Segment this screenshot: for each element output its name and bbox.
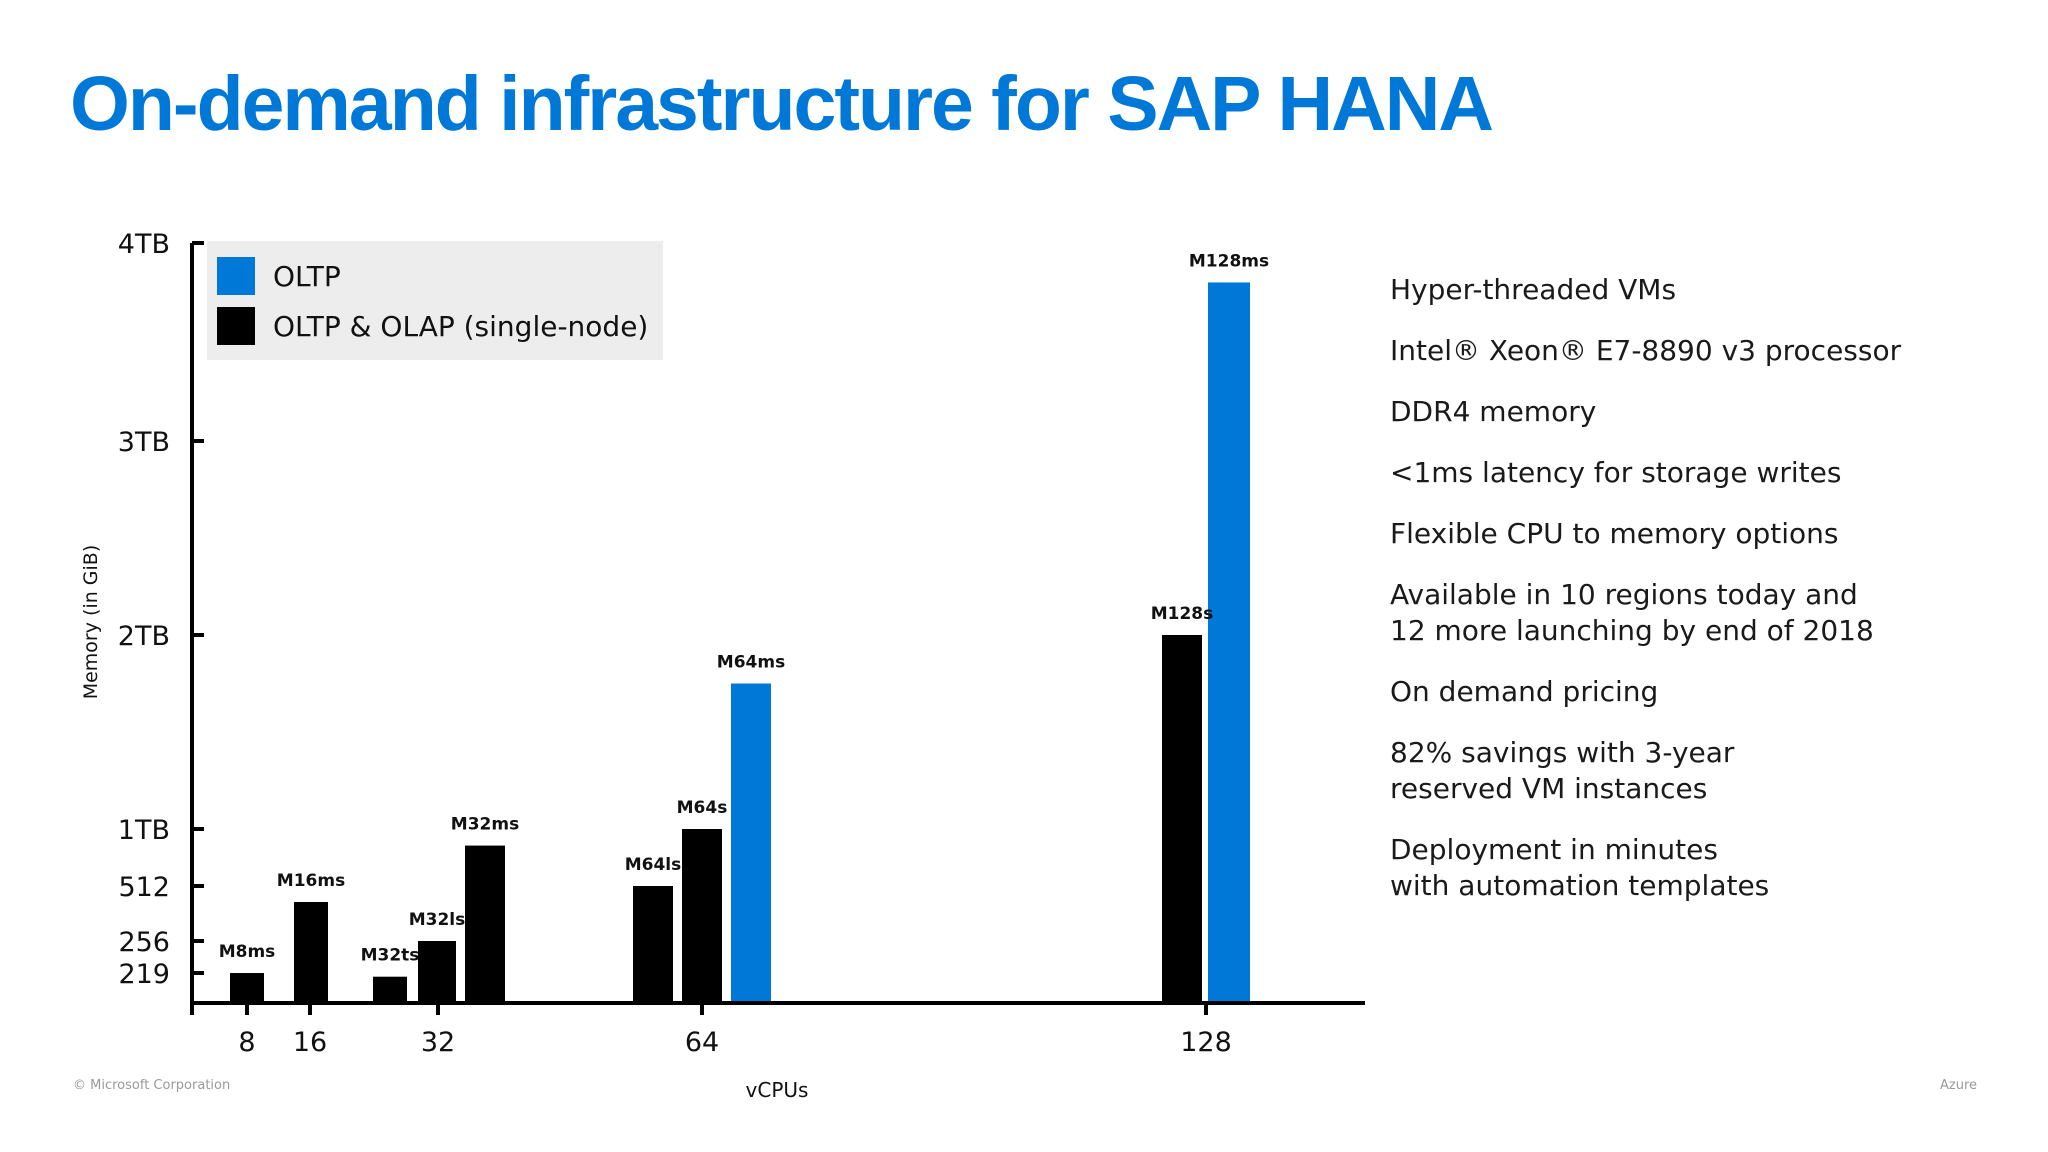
- feature-item: Hyper-threaded VMs: [1390, 273, 1677, 306]
- legend-swatch-oltp-olap: [217, 307, 255, 345]
- feature-list: Hyper-threaded VMs Intel® Xeon® E7-8890 …: [1390, 272, 1990, 929]
- x-axis-label: vCPUs: [745, 1078, 809, 1102]
- bar-m64ls: [633, 886, 673, 1003]
- legend-label-oltp-olap: OLTP & OLAP (single-node): [273, 309, 649, 343]
- x-tick-label-128: 128: [1180, 1027, 1232, 1058]
- feature-item: DDR4 memory: [1390, 395, 1597, 428]
- feature-item: Intel® Xeon® E7-8890 v3 processor: [1390, 334, 1902, 367]
- bar-m128ms: [1208, 282, 1250, 1003]
- bar-m64ms: [731, 683, 771, 1003]
- y-tick-label-4tb: 4TB: [118, 229, 170, 260]
- feature-item: 82% savings with 3-year reserved VM inst…: [1390, 736, 1735, 805]
- chart-legend: OLTP OLTP & OLAP (single-node): [207, 241, 663, 360]
- bar-label-m128ms: M128ms: [1189, 251, 1269, 271]
- bar-label-m8ms: M8ms: [219, 942, 276, 962]
- y-tick-label-3tb: 3TB: [118, 427, 170, 458]
- x-tick-label-32: 32: [421, 1027, 455, 1058]
- bar-m8ms: [230, 973, 264, 1003]
- bar-label-m16ms: M16ms: [277, 871, 345, 891]
- x-tick-label-8: 8: [238, 1027, 255, 1058]
- legend-label-oltp: OLTP: [273, 259, 341, 293]
- brand-text: Azure: [1940, 1078, 1978, 1093]
- bar-m32ts: [373, 976, 407, 1003]
- feature-item: Flexible CPU to memory options: [1390, 517, 1839, 550]
- legend-swatch-oltp: [217, 257, 255, 295]
- bar-label-m64s: M64s: [677, 798, 728, 818]
- slide-title: On-demand infrastructure for SAP HANA: [70, 61, 1494, 147]
- feature-item: <1ms latency for storage writes: [1390, 456, 1842, 489]
- y-axis-label: Memory (in GiB): [80, 544, 102, 700]
- copyright-text: © Microsoft Corporation: [73, 1078, 231, 1093]
- bar-label-m64ls: M64ls: [625, 855, 682, 875]
- bar-label-m128s: M128s: [1151, 604, 1214, 624]
- bar-m32ms: [465, 845, 505, 1003]
- feature-item: On demand pricing: [1390, 675, 1659, 708]
- legend-item-oltp-olap: OLTP & OLAP (single-node): [217, 307, 648, 345]
- bar-label-m32ts: M32ts: [361, 946, 420, 966]
- y-tick-label-219: 219: [118, 959, 170, 990]
- y-tick-label-256: 256: [118, 927, 170, 958]
- feature-item: Available in 10 regions today and 12 mor…: [1390, 578, 1874, 647]
- bar-m128s: [1162, 635, 1202, 1003]
- bar-m32ls: [418, 941, 456, 1003]
- bar-label-m32ms: M32ms: [451, 815, 519, 835]
- bar-m16ms: [294, 902, 328, 1003]
- legend-item-oltp: OLTP: [217, 257, 341, 295]
- y-tick-label-2tb: 2TB: [118, 621, 170, 652]
- y-tick-label-512: 512: [118, 872, 170, 903]
- x-tick-label-64: 64: [685, 1027, 719, 1058]
- bar-label-m64ms: M64ms: [717, 653, 785, 673]
- feature-item: Deployment in minutes with automation te…: [1390, 833, 1770, 902]
- bar-m64s: [682, 829, 722, 1003]
- bar-label-m32ls: M32ls: [409, 910, 466, 930]
- x-tick-label-16: 16: [293, 1027, 327, 1058]
- y-tick-label-1tb: 1TB: [118, 815, 170, 846]
